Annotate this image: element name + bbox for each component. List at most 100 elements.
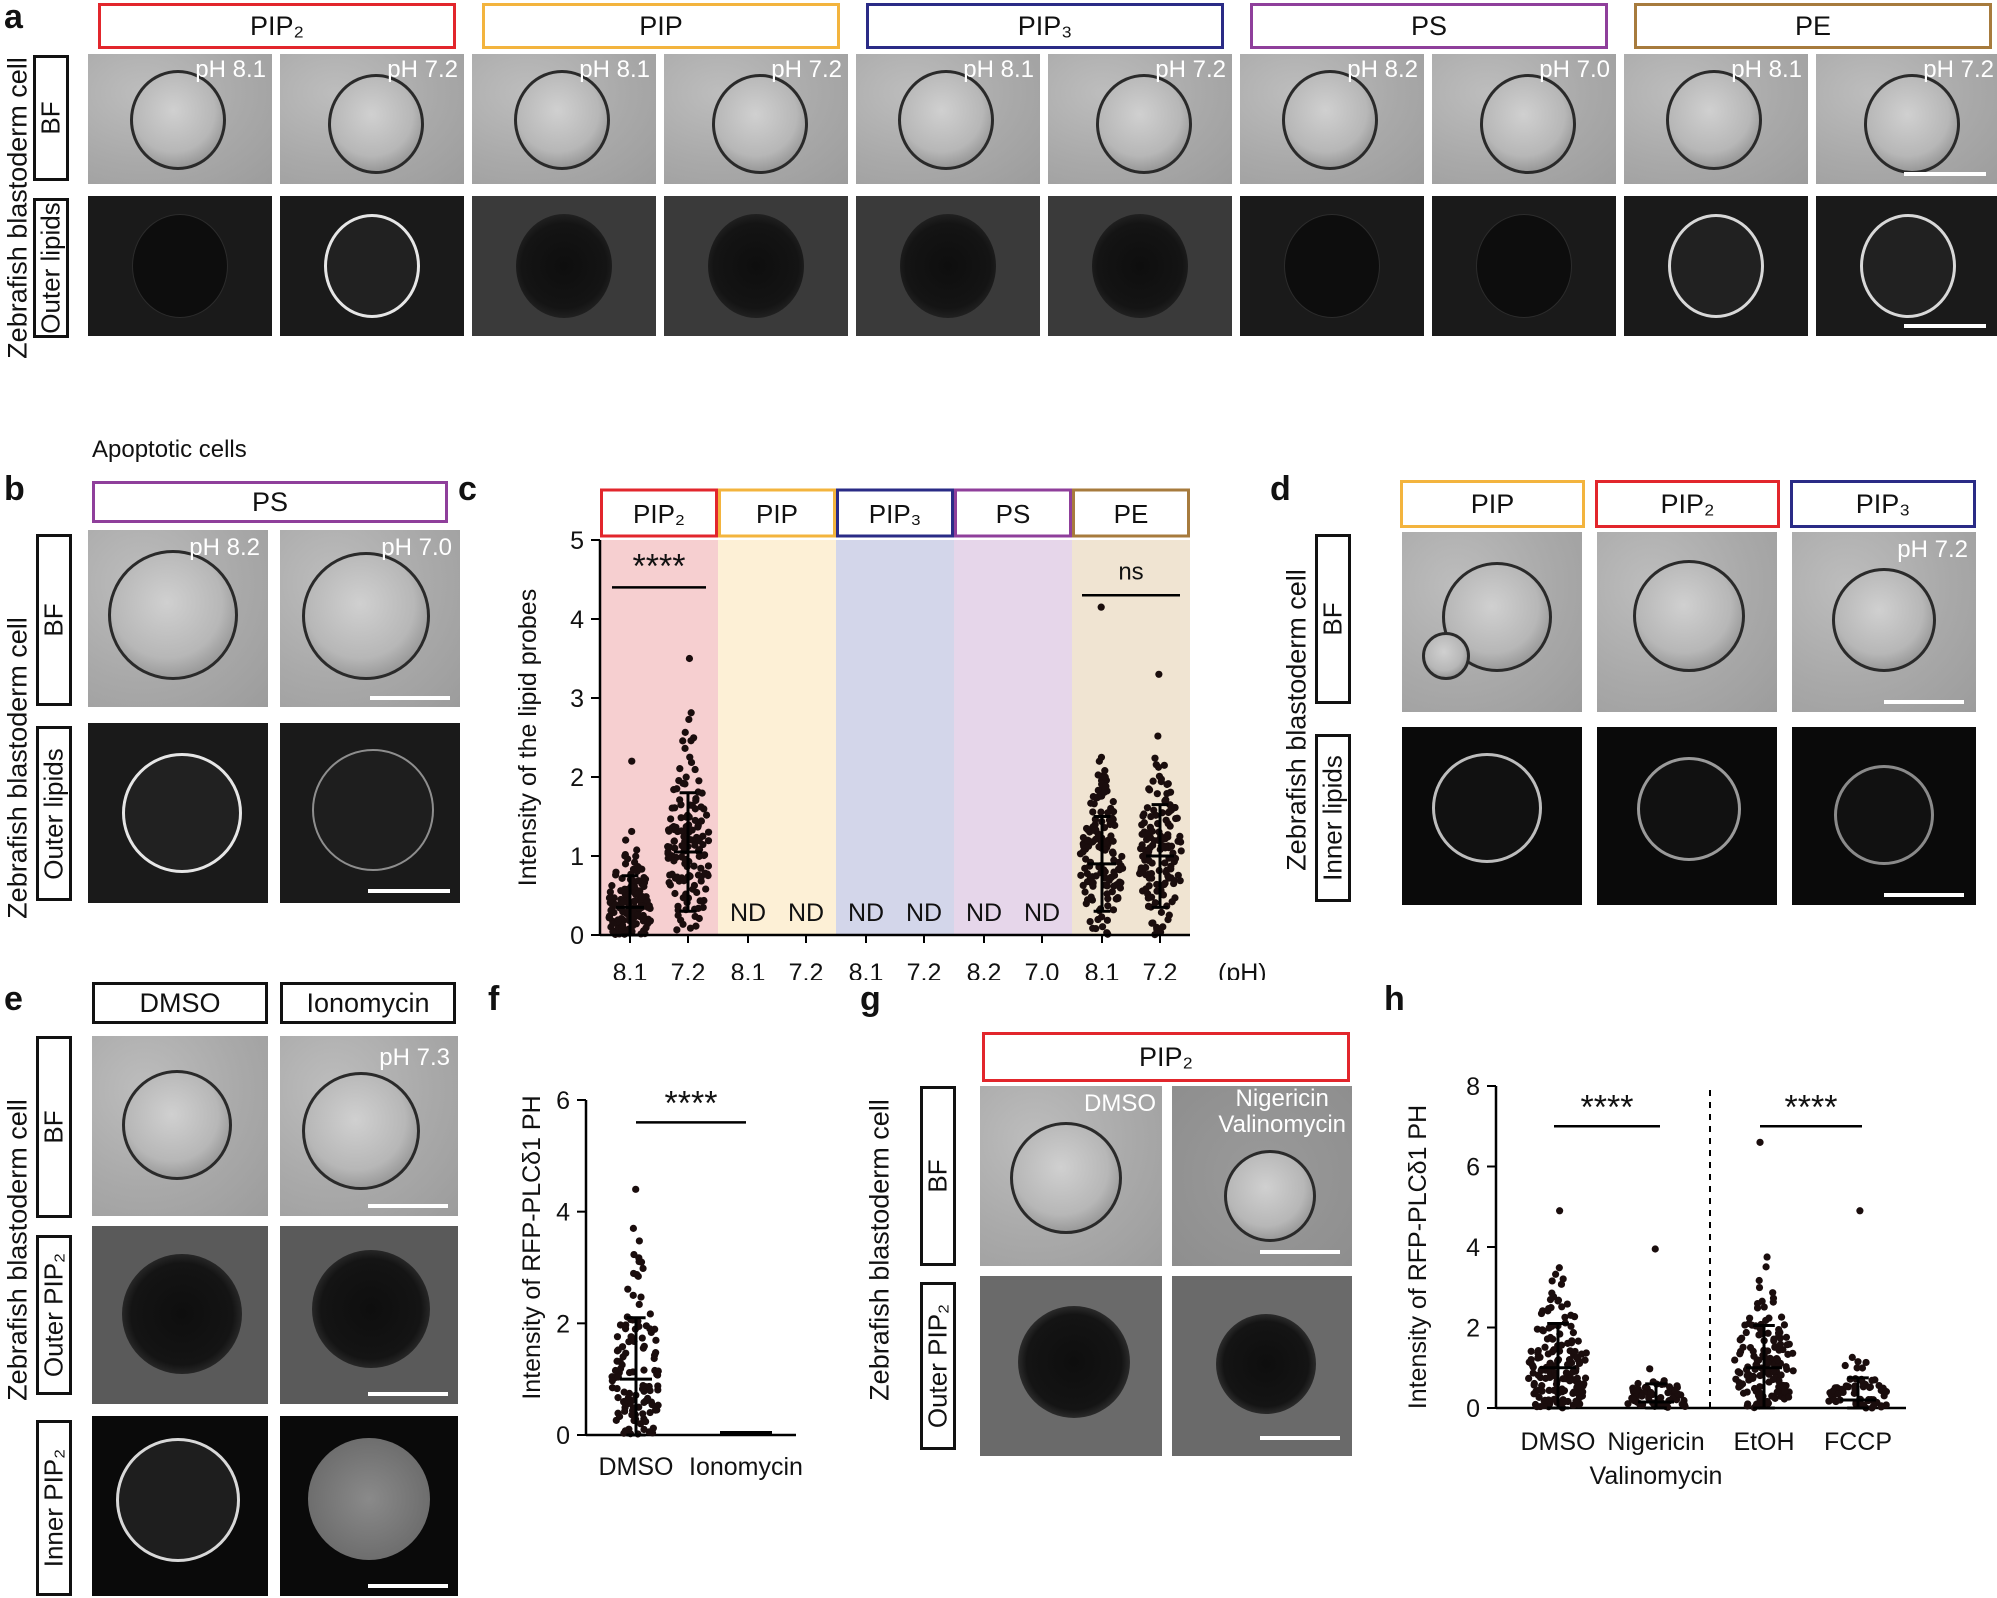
- data-point: [1549, 1293, 1558, 1301]
- data-point: [704, 837, 713, 845]
- data-point: [612, 1416, 620, 1424]
- panel-e-bf-image-2: pH 7.3: [280, 1036, 458, 1216]
- data-point: [645, 902, 653, 910]
- panel-e-ionomycin-header: Ionomycin: [280, 982, 456, 1024]
- data-point: [1165, 874, 1173, 882]
- data-point: [664, 843, 672, 851]
- data-point: [621, 885, 629, 893]
- data-point: [1159, 891, 1168, 899]
- data-point: [1789, 1349, 1797, 1357]
- data-point: [625, 1338, 633, 1346]
- data-point: [1164, 831, 1172, 839]
- data-point: [671, 804, 679, 812]
- data-point: [1834, 1390, 1842, 1398]
- data-point: [1773, 1388, 1781, 1396]
- data-point: [609, 920, 617, 928]
- data-point: [671, 889, 679, 898]
- y-tick-label: 6: [1466, 1154, 1480, 1182]
- panel-c-label: c: [458, 470, 477, 508]
- y-axis-label: Intensity of RFP-PLCδ1 PH: [518, 1095, 546, 1399]
- data-point: [613, 1384, 621, 1393]
- data-point: [1844, 1383, 1852, 1391]
- data-point: [1094, 915, 1102, 924]
- data-point: [1573, 1389, 1581, 1397]
- panel-a-outer-image-4-1: [1816, 196, 1997, 336]
- x-category-sublabel: Valinomycin: [1590, 1462, 1723, 1490]
- data-point: [646, 1408, 654, 1417]
- data-point: [640, 882, 648, 891]
- ph-label: pH 8.2: [1347, 56, 1418, 83]
- panel-e-inner-row-label: Inner PIP₂: [36, 1420, 72, 1596]
- data-point: [1557, 1280, 1566, 1288]
- panel-g-outer-image-2: [1172, 1276, 1352, 1456]
- data-point: [1771, 1394, 1779, 1402]
- data-point: [640, 873, 648, 882]
- data-point: [687, 737, 695, 745]
- panel-f-chart: 0 2 4 6 Intensity of RFP-PLCδ1 PH DMSO Ionomyc…: [518, 1084, 803, 1480]
- data-point: [1102, 839, 1110, 847]
- data-point: [1535, 1393, 1543, 1401]
- data-point: [692, 796, 700, 805]
- data-point: [1142, 863, 1150, 872]
- data-point: [632, 1185, 640, 1193]
- x-tick-label: 8.1: [1085, 959, 1120, 980]
- data-point: [1782, 1363, 1790, 1371]
- data-point: [1567, 1311, 1575, 1319]
- sig-label: ****: [633, 547, 686, 585]
- panel-d-side-label: Zebrafish blastoderm cell: [1281, 569, 1312, 871]
- panel-g-bf-image-1: DMSO: [980, 1086, 1162, 1266]
- data-point: [1102, 782, 1110, 790]
- data-point: [606, 888, 614, 896]
- data-point: [1094, 786, 1102, 794]
- data-point: [1163, 780, 1171, 789]
- panel-e-dmso-header: DMSO: [92, 982, 268, 1024]
- panel-h-chart: 0 2 4 6 8 Intensity of RFP-PLCδ1 PH DMSO Nigeri…: [1404, 1073, 1906, 1490]
- data-point: [698, 789, 706, 797]
- data-point: [1107, 873, 1116, 881]
- panel-a-outer-image-3-1: [1432, 196, 1616, 336]
- nd-label: ND: [730, 899, 766, 927]
- data-point: [1533, 1403, 1541, 1411]
- data-point: [670, 837, 678, 845]
- data-point: [1114, 895, 1122, 903]
- data-point: [1775, 1331, 1783, 1340]
- data-point: [691, 816, 699, 825]
- data-point: [629, 1224, 637, 1232]
- sig-label: ****: [1581, 1088, 1634, 1126]
- data-point: [1769, 1375, 1777, 1384]
- data-point: [651, 1325, 659, 1333]
- data-point: [1088, 880, 1096, 888]
- data-point: [670, 857, 678, 865]
- data-point: [1776, 1340, 1785, 1348]
- data-point: [1780, 1321, 1789, 1329]
- sig-label: ****: [665, 1084, 718, 1122]
- data-point: [1550, 1346, 1558, 1354]
- panel-a-header-2: PIP₃: [866, 3, 1224, 49]
- data-point: [1104, 809, 1112, 817]
- data-point: [1103, 890, 1111, 898]
- panel-d-bf-image-3: pH 7.2: [1792, 532, 1976, 712]
- data-point: [1566, 1377, 1574, 1385]
- data-point: [1629, 1395, 1637, 1403]
- ph-label: pH 7.0: [1539, 56, 1610, 83]
- y-tick-label: 2: [1466, 1315, 1480, 1343]
- panel-g-outer-row-label: Outer PIP₂: [920, 1282, 956, 1450]
- data-point: [634, 911, 642, 919]
- panel-c-chart: PIP₂ 8.1 7.2 PIP 8.1 ND 7.2 ND PIP₃ 8.1 ND 7.2 ND PS 8…: [514, 488, 1267, 980]
- panel-a-bf-image-2-0: pH 8.1: [856, 54, 1040, 184]
- data-point: [1753, 1356, 1761, 1364]
- data-point: [1081, 864, 1089, 872]
- data-point: [1097, 808, 1105, 816]
- data-point: [1143, 804, 1152, 812]
- y-axis-label: Intensity of RFP-PLCδ1 PH: [1404, 1105, 1432, 1409]
- data-point: [682, 773, 690, 781]
- data-point: [695, 777, 703, 785]
- data-point: [654, 1386, 662, 1394]
- y-tick-label: 4: [1466, 1234, 1480, 1262]
- data-point: [1569, 1329, 1577, 1337]
- x-tick-label: 7.0: [1025, 959, 1060, 980]
- x-tick-label: 7.2: [789, 959, 824, 980]
- data-point: [1552, 1270, 1560, 1278]
- data-point: [1773, 1356, 1782, 1364]
- data-point: [1088, 896, 1097, 904]
